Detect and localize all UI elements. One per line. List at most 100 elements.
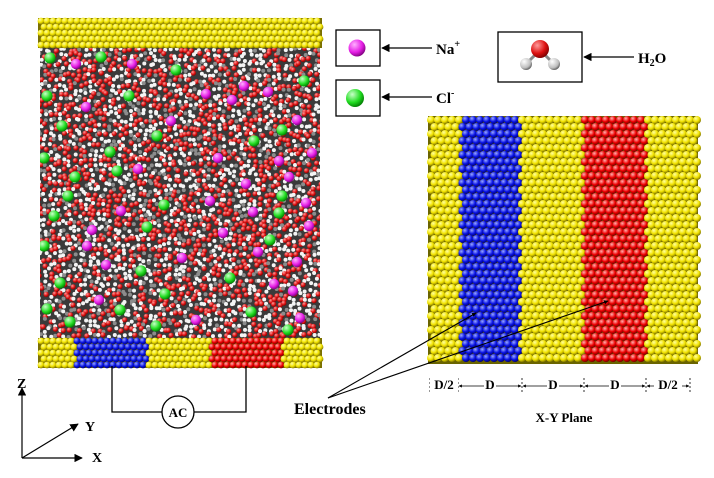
- chloride-ion: [170, 64, 182, 76]
- chloride-ion: [64, 316, 76, 328]
- legend-sodium: Na+: [335, 29, 460, 67]
- electrode-pointers: Electrodes: [294, 300, 609, 418]
- x-axis-label: X: [92, 451, 102, 466]
- sodium-ion: [190, 314, 202, 326]
- sodium-ion: [100, 259, 112, 271]
- sodium-ion: [306, 147, 318, 159]
- wire-left: [111, 366, 162, 413]
- chloride-ion: [141, 221, 153, 233]
- chloride-ion: [298, 75, 310, 87]
- dimension-label: D: [610, 377, 619, 392]
- pointer-blue-electrode: [327, 312, 477, 399]
- chloride-ion: [159, 288, 171, 300]
- sodium-ion-icon: [348, 39, 366, 57]
- sodium-ion: [115, 205, 127, 217]
- chloride-ion: [62, 190, 74, 202]
- sodium-ion: [238, 80, 250, 92]
- plane-label: X-Y Plane: [536, 410, 593, 425]
- hydrogen-atom-icon: [548, 58, 560, 70]
- electrodes-label: Electrodes: [294, 401, 366, 418]
- sodium-ion: [226, 94, 238, 106]
- oxygen-atom-icon: [531, 40, 549, 58]
- chloride-ion: [48, 210, 60, 222]
- ions: [40, 51, 318, 336]
- chloride-ion: [40, 240, 50, 252]
- chloride-ion: [264, 234, 276, 246]
- legend-sodium-label: Na+: [436, 39, 460, 58]
- chloride-ion: [151, 130, 163, 142]
- sodium-ion: [200, 88, 212, 100]
- sodium-ion: [252, 246, 264, 258]
- chloride-ion: [40, 152, 50, 164]
- sodium-ion: [262, 86, 274, 98]
- top-wall: [37, 17, 324, 49]
- chloride-ion: [54, 277, 66, 289]
- plane-atoms: [427, 116, 701, 362]
- ac-source: [161, 395, 195, 429]
- y-axis-label: Y: [85, 420, 95, 435]
- sodium-ion: [81, 240, 93, 252]
- hydrogen-atom-icon: [520, 58, 532, 70]
- chloride-ion: [41, 90, 53, 102]
- chloride-ion: [282, 324, 294, 336]
- chloride-ion: [276, 190, 288, 202]
- chloride-ion: [224, 272, 236, 284]
- chloride-ion: [95, 51, 107, 63]
- legend-chloride-label: Cl-: [436, 88, 454, 107]
- sodium-ion: [283, 171, 295, 183]
- sodium-ion: [126, 58, 138, 70]
- z-axis-label: Z: [17, 377, 26, 392]
- sodium-ion: [176, 252, 188, 264]
- chloride-ion-icon: [346, 89, 364, 107]
- wire-right: [194, 366, 247, 413]
- sodium-ion: [303, 220, 315, 232]
- chloride-ion: [104, 146, 116, 158]
- pointer-red-electrode: [327, 300, 609, 399]
- sodium-ion: [247, 206, 259, 218]
- sodium-ion: [165, 115, 177, 127]
- simulation-box: [40, 48, 320, 338]
- chloride-ion: [123, 90, 135, 102]
- dimension-label: D: [548, 377, 557, 392]
- sodium-ion: [70, 58, 82, 70]
- chloride-ion: [273, 207, 285, 219]
- sodium-ion: [204, 195, 216, 207]
- chloride-ion: [245, 306, 257, 318]
- chloride-ion: [69, 171, 81, 183]
- chloride-ion: [276, 124, 288, 136]
- sodium-ion: [240, 178, 252, 190]
- sodium-ion: [212, 152, 224, 164]
- legend-water: H2O: [497, 31, 666, 83]
- chloride-ion: [41, 303, 53, 315]
- y-axis: [21, 423, 79, 459]
- dimension-annotations: D/2 D D D D/2: [429, 376, 691, 392]
- xy-plane-view: [427, 116, 701, 364]
- legend-water-label: H2O: [638, 51, 666, 69]
- chloride-ion: [158, 199, 170, 211]
- chloride-ion: [248, 135, 260, 147]
- sodium-ion: [291, 114, 303, 126]
- chloride-ion: [135, 265, 147, 277]
- legend-chloride: Cl-: [335, 79, 454, 117]
- sodium-ion: [273, 155, 285, 167]
- sodium-ion: [300, 197, 312, 209]
- sodium-ion: [80, 101, 92, 113]
- ac-label: AC: [169, 405, 188, 420]
- sodium-ion: [291, 256, 303, 268]
- sodium-ion: [294, 312, 306, 324]
- sodium-ion: [217, 227, 229, 239]
- sodium-ion: [287, 285, 299, 297]
- sodium-ion: [86, 224, 98, 236]
- ac-circuit: AC: [111, 366, 247, 429]
- sodium-ion: [268, 278, 280, 290]
- bottom-wall: [37, 337, 324, 369]
- legend: Na+ Cl- H2O: [335, 29, 666, 117]
- chloride-ion: [114, 304, 126, 316]
- chloride-ion: [56, 120, 68, 132]
- chloride-ion: [111, 165, 123, 177]
- chloride-ion: [150, 320, 162, 332]
- dimension-label: D: [485, 377, 494, 392]
- dimension-label: D/2: [658, 377, 678, 392]
- water-molecules: [40, 48, 320, 338]
